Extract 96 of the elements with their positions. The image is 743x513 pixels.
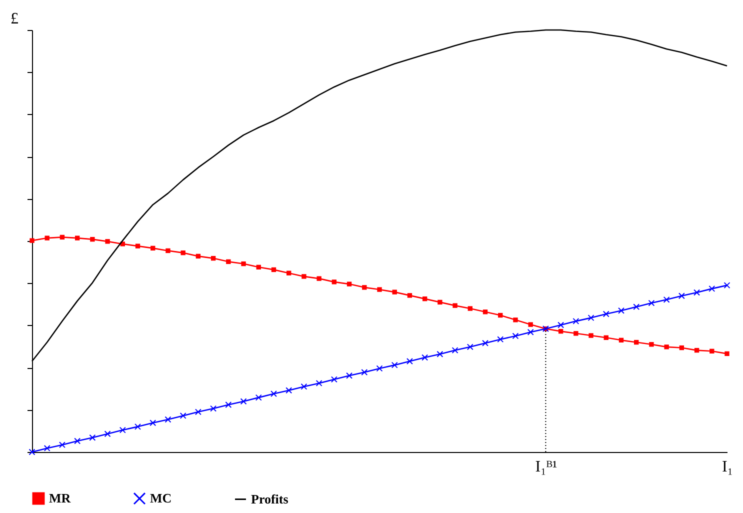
point	[452, 347, 458, 354]
point	[678, 292, 685, 300]
point	[74, 236, 80, 240]
point	[30, 238, 34, 243]
point	[134, 423, 141, 430]
point	[346, 282, 352, 286]
point	[724, 282, 730, 289]
point	[316, 380, 322, 386]
point	[391, 362, 398, 368]
point	[89, 434, 96, 441]
point	[513, 318, 518, 322]
point	[406, 358, 413, 365]
point	[436, 350, 444, 358]
point	[528, 322, 533, 327]
point	[240, 398, 247, 405]
point	[286, 270, 292, 276]
point	[438, 300, 442, 305]
point	[422, 354, 428, 361]
point	[210, 256, 216, 261]
point	[346, 372, 353, 379]
point	[558, 328, 564, 334]
point	[44, 444, 50, 452]
point	[498, 312, 503, 318]
point	[302, 274, 306, 279]
legend-label: MC	[150, 490, 172, 506]
point	[164, 416, 172, 423]
point	[150, 246, 156, 251]
point	[180, 250, 186, 256]
point	[482, 340, 488, 346]
point	[482, 310, 488, 314]
point	[452, 303, 458, 308]
point	[468, 306, 472, 311]
point	[602, 310, 610, 318]
point	[497, 336, 504, 343]
point	[330, 376, 338, 383]
point	[150, 420, 156, 426]
point	[58, 442, 66, 448]
point	[694, 289, 700, 296]
point	[512, 332, 519, 340]
point	[618, 307, 624, 314]
point	[74, 438, 81, 444]
point	[226, 259, 231, 264]
point	[392, 290, 397, 294]
point	[210, 405, 217, 412]
point	[241, 261, 246, 266]
point	[634, 340, 639, 345]
point	[361, 369, 368, 376]
point	[180, 412, 186, 419]
point	[527, 328, 534, 336]
point	[316, 276, 322, 281]
point	[694, 348, 700, 353]
x-tick-label: I₁	[722, 458, 733, 476]
point	[604, 335, 608, 340]
point	[648, 300, 655, 306]
point	[255, 394, 262, 401]
point	[271, 267, 276, 272]
point	[422, 296, 428, 302]
point	[362, 285, 367, 290]
point	[60, 234, 65, 240]
point	[588, 333, 594, 338]
point	[256, 264, 261, 270]
point	[44, 236, 50, 240]
point	[166, 248, 170, 254]
point	[663, 296, 670, 303]
legend-label: Profits	[251, 491, 288, 506]
point	[119, 426, 126, 434]
point	[104, 430, 111, 438]
point	[194, 408, 202, 416]
point	[286, 387, 292, 394]
point	[572, 318, 580, 324]
point	[90, 236, 95, 242]
point	[558, 322, 564, 328]
point	[377, 287, 382, 292]
point	[105, 239, 110, 244]
x-tick-label: I₁ᴮ¹	[535, 458, 558, 476]
point	[588, 314, 594, 322]
point	[710, 348, 714, 354]
point	[664, 344, 669, 350]
point	[376, 365, 383, 372]
point	[649, 342, 654, 347]
point	[466, 344, 474, 350]
point	[300, 383, 308, 390]
point	[196, 254, 201, 259]
point	[679, 345, 684, 350]
point	[270, 390, 277, 398]
point	[724, 351, 730, 356]
point	[618, 338, 624, 343]
point	[574, 331, 578, 336]
point	[633, 304, 640, 310]
y-axis-title: £	[10, 10, 18, 28]
point	[407, 293, 412, 298]
point	[332, 280, 337, 284]
point	[225, 401, 232, 408]
legend-label: MR	[49, 490, 72, 506]
point	[135, 244, 140, 248]
point	[708, 285, 716, 292]
